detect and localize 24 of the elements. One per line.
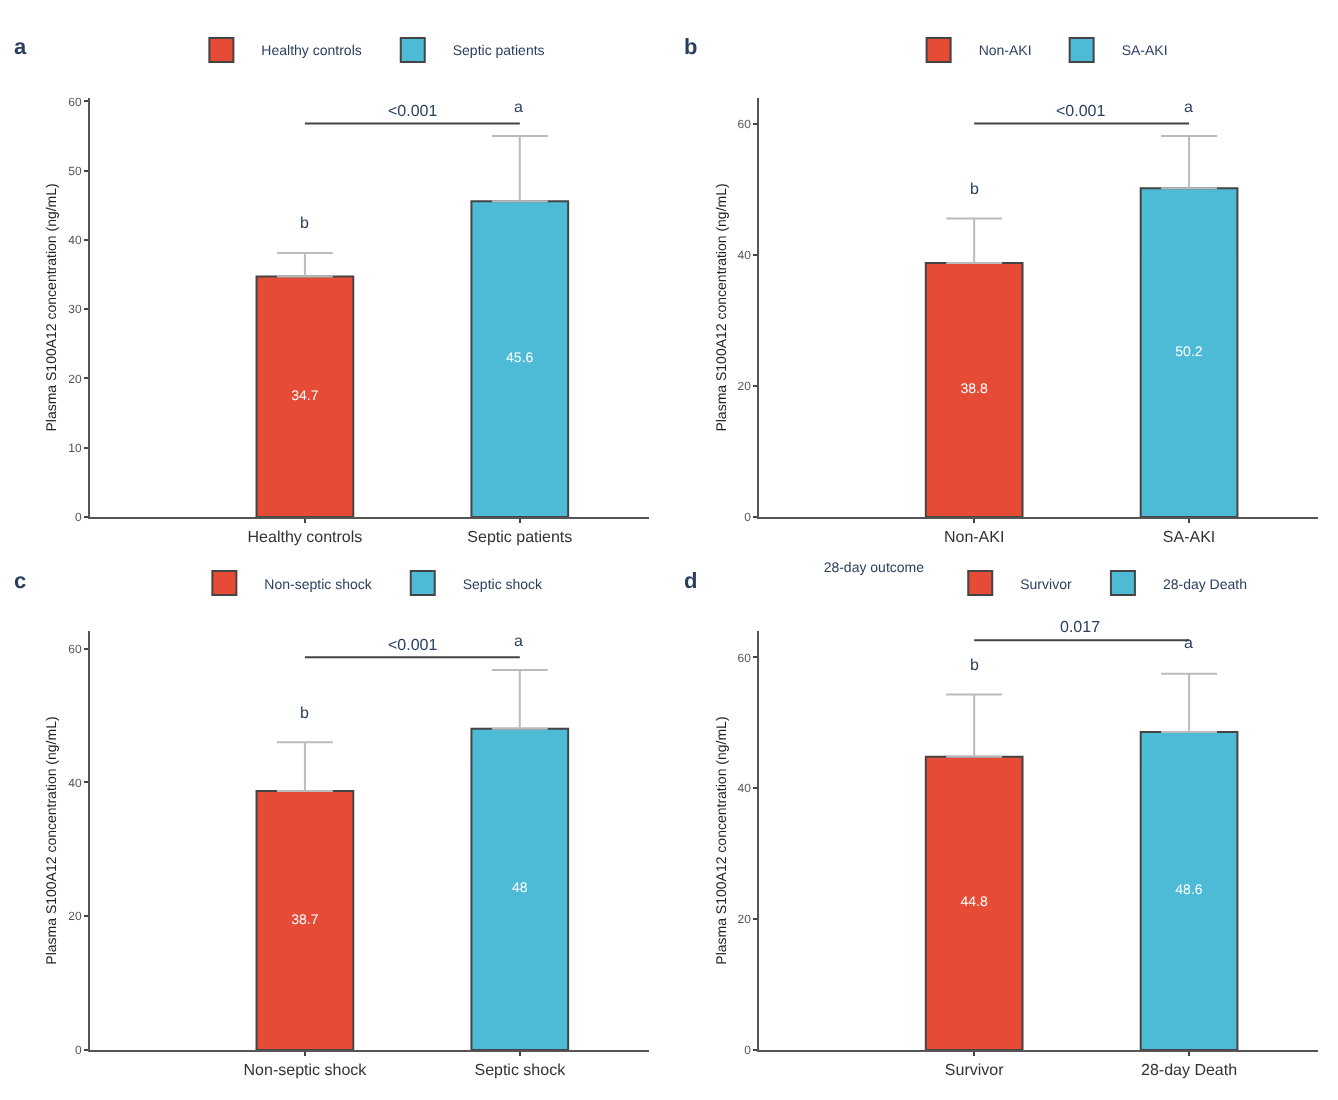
chart-title: c xyxy=(14,570,27,594)
x-tick-label: Non-AKI xyxy=(943,528,1005,547)
chart-title: a xyxy=(14,36,28,60)
annotation: b xyxy=(970,180,980,198)
annotation: a xyxy=(1184,98,1194,116)
chart-title: d xyxy=(684,570,698,594)
x-tick-label: 28-day Death xyxy=(1141,1061,1238,1080)
x-tick-label: Survivor xyxy=(944,1061,1005,1080)
annotation: a xyxy=(514,632,524,650)
annotation: b xyxy=(300,704,310,722)
x-tick-label: Healthy controls xyxy=(247,528,363,547)
annotation: <0.001 xyxy=(388,102,439,120)
annotation: a xyxy=(514,98,524,116)
annotation: b xyxy=(300,214,310,232)
annotation: <0.001 xyxy=(388,636,439,654)
x-tick-label: Septic shock xyxy=(474,1061,568,1080)
x-tick-label: Non-septic shock xyxy=(243,1061,369,1080)
annotation: b xyxy=(970,656,980,674)
annotation: a xyxy=(1184,634,1194,652)
x-tick-label: SA-AKI xyxy=(1162,528,1216,547)
chart-title: b xyxy=(684,36,698,60)
annotation: 0.017 xyxy=(1060,618,1102,636)
x-tick-label: Septic patients xyxy=(467,528,573,547)
annotation: <0.001 xyxy=(1056,102,1107,120)
